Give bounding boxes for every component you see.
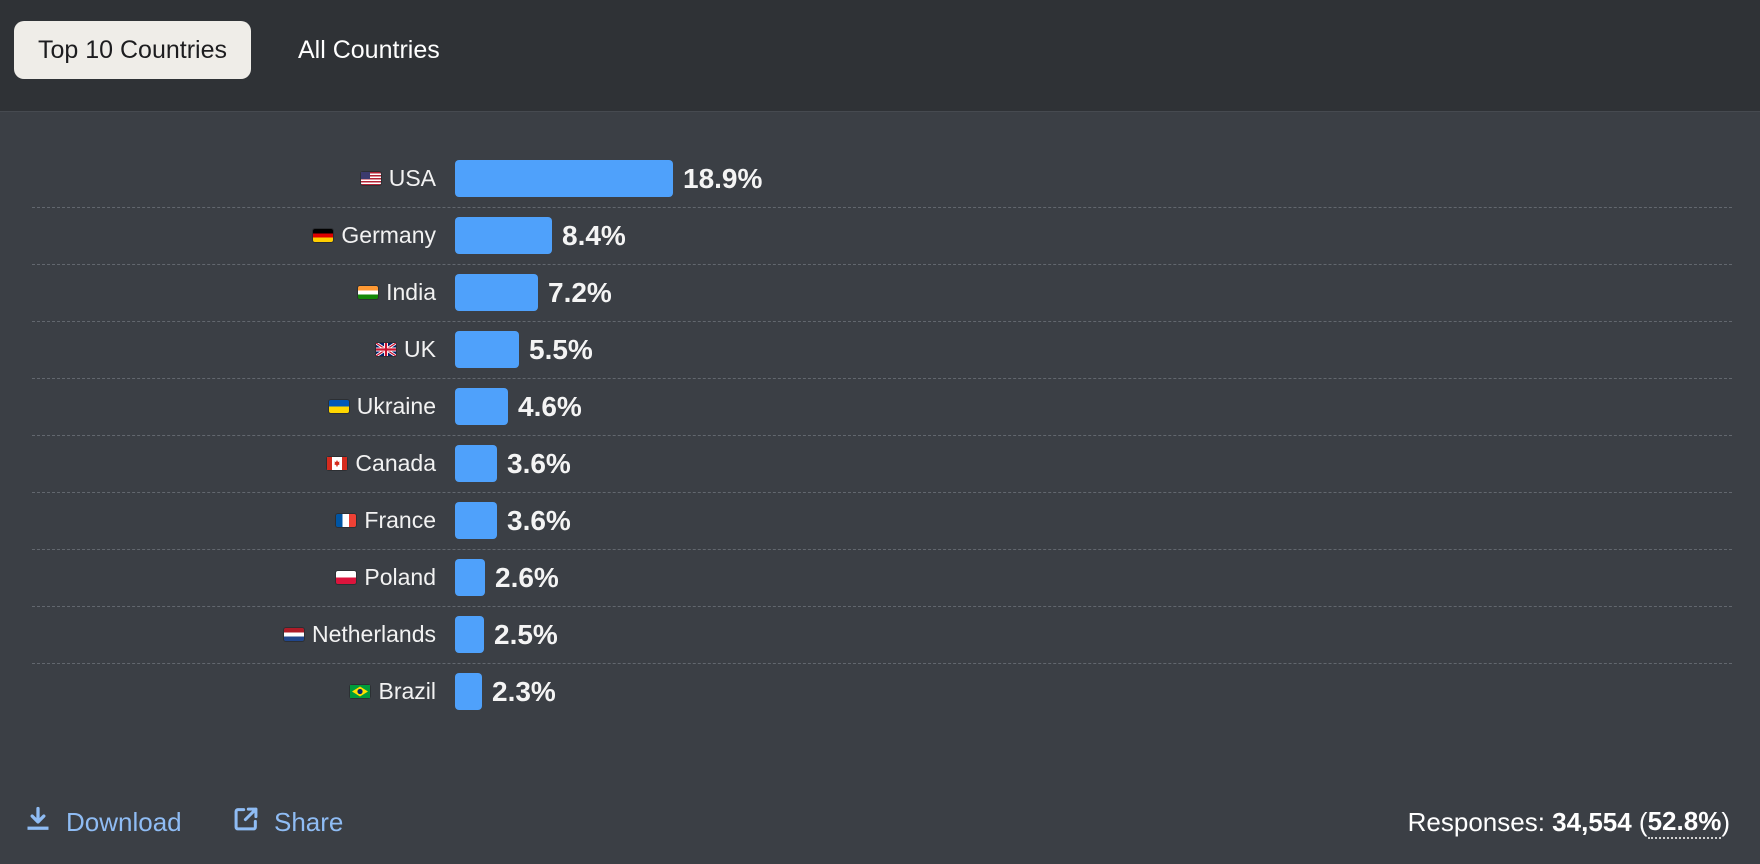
- country-name: France: [364, 507, 436, 533]
- country-bar-chart: USA 18.9% Germany 8.4% India 7.2% UK 5.5% Ukrain…: [0, 150, 1760, 730]
- uk-flag-icon: [376, 343, 397, 356]
- bar-row: Brazil 2.3%: [0, 663, 1760, 720]
- value-label: 18.9%: [683, 162, 763, 194]
- row-divider: [32, 264, 1732, 265]
- value-label: 3.6%: [507, 447, 571, 479]
- country-label: Netherlands: [283, 606, 436, 663]
- fr-flag-icon: [336, 514, 357, 527]
- country-name: Canada: [355, 450, 436, 476]
- value-label: 4.6%: [518, 390, 582, 422]
- tab-top-10-countries[interactable]: Top 10 Countries: [14, 21, 252, 79]
- ca-flag-icon: [327, 457, 348, 470]
- bar-row: Netherlands 2.5%: [0, 606, 1760, 663]
- country-label: Canada: [327, 435, 436, 492]
- country-label: Ukraine: [328, 378, 436, 435]
- bar-row: Poland 2.6%: [0, 549, 1760, 606]
- bar-row: India 7.2%: [0, 264, 1760, 321]
- bar[interactable]: [455, 160, 673, 197]
- value-label: 2.6%: [495, 561, 559, 593]
- country-label: France: [336, 492, 436, 549]
- row-divider: [32, 435, 1732, 436]
- row-divider: [32, 492, 1732, 493]
- country-name: Ukraine: [356, 393, 436, 419]
- bar-row: Germany 8.4%: [0, 207, 1760, 264]
- country-name: UK: [404, 336, 436, 362]
- row-divider: [32, 321, 1732, 322]
- value-label: 8.4%: [562, 219, 626, 251]
- bar-row: France 3.6%: [0, 492, 1760, 549]
- row-divider: [32, 606, 1732, 607]
- bar[interactable]: [455, 673, 482, 710]
- value-label: 2.5%: [494, 618, 558, 650]
- download-button[interactable]: Download: [24, 802, 182, 842]
- country-label: UK: [376, 321, 436, 378]
- in-flag-icon: [358, 286, 379, 299]
- us-flag-icon: [360, 172, 381, 185]
- ua-flag-icon: [328, 400, 349, 413]
- share-label: Share: [274, 806, 344, 837]
- country-name: Brazil: [378, 678, 436, 704]
- country-label: USA: [360, 150, 436, 207]
- bar-row: Canada 3.6%: [0, 435, 1760, 492]
- country-label: India: [358, 264, 436, 321]
- value-label: 3.6%: [507, 504, 571, 536]
- bar[interactable]: [455, 616, 484, 653]
- bar[interactable]: [455, 559, 485, 596]
- tab-all-countries[interactable]: All Countries: [298, 35, 440, 64]
- bar[interactable]: [455, 217, 552, 254]
- responses-count: 34,554: [1552, 806, 1632, 837]
- bar[interactable]: [455, 388, 508, 425]
- responses-label: Responses:: [1407, 806, 1545, 837]
- country-label: Poland: [336, 549, 436, 606]
- share-icon: [232, 805, 260, 840]
- value-label: 5.5%: [529, 333, 593, 365]
- country-name: Netherlands: [311, 621, 436, 647]
- br-flag-icon: [350, 685, 371, 698]
- tab-bar: Top 10 Countries All Countries: [0, 0, 1760, 112]
- country-name: USA: [388, 165, 436, 191]
- row-divider: [32, 378, 1732, 379]
- country-name: India: [386, 279, 436, 305]
- row-divider: [32, 549, 1732, 550]
- country-name: Poland: [364, 564, 436, 590]
- country-label: Germany: [313, 207, 436, 264]
- bar-row: USA 18.9%: [0, 150, 1760, 207]
- country-label: Brazil: [350, 663, 436, 720]
- value-label: 2.3%: [492, 675, 556, 707]
- country-name: Germany: [341, 222, 436, 248]
- value-label: 7.2%: [548, 276, 612, 308]
- download-icon: [24, 805, 52, 840]
- download-label: Download: [66, 806, 182, 837]
- nl-flag-icon: [283, 628, 304, 641]
- bar[interactable]: [455, 331, 519, 368]
- row-divider: [32, 207, 1732, 208]
- bar[interactable]: [455, 502, 497, 539]
- responses-summary: Responses: 34,554 (52.8%): [1407, 805, 1730, 839]
- bar-row: UK 5.5%: [0, 321, 1760, 378]
- share-button[interactable]: Share: [232, 802, 343, 842]
- bar-row: Ukraine 4.6%: [0, 378, 1760, 435]
- bar[interactable]: [455, 445, 497, 482]
- responses-percent[interactable]: 52.8%: [1647, 806, 1722, 839]
- row-divider: [32, 663, 1732, 664]
- de-flag-icon: [313, 229, 334, 242]
- bar[interactable]: [455, 274, 538, 311]
- pl-flag-icon: [336, 571, 357, 584]
